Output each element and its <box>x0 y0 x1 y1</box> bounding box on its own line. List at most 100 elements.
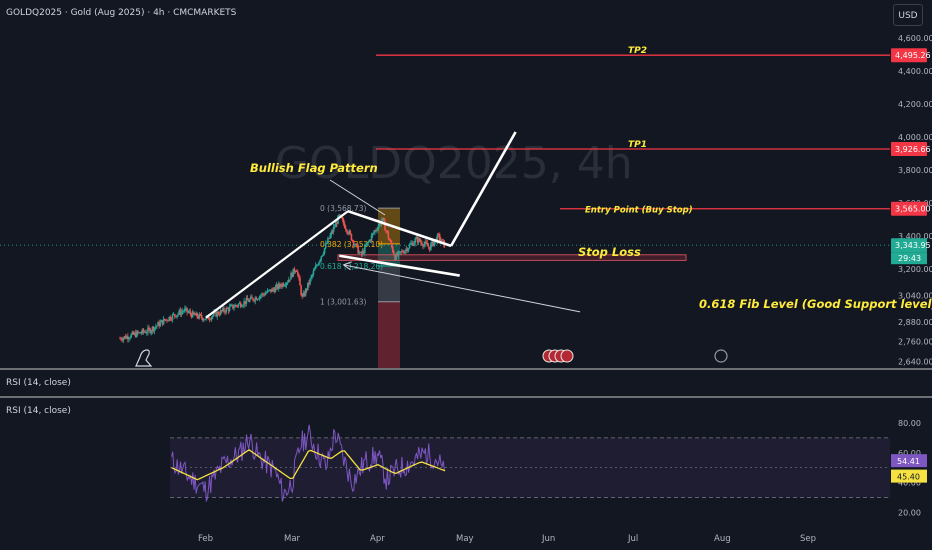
candle <box>194 313 196 316</box>
candle-body <box>359 252 362 253</box>
candle-body <box>313 268 316 271</box>
candle <box>256 298 259 302</box>
candle-body <box>352 240 355 246</box>
candle <box>275 281 278 291</box>
candle-body <box>410 242 413 244</box>
candle-body <box>272 288 274 290</box>
candle <box>348 229 350 236</box>
candle <box>328 237 330 239</box>
price-tick-label: 2,880.00 <box>898 318 932 327</box>
stop-loss-label: Stop Loss <box>578 245 641 259</box>
candle-body <box>430 244 432 251</box>
candle-body <box>186 307 188 313</box>
candle <box>150 329 153 336</box>
rsi-tick-label: 20.00 <box>898 509 921 518</box>
candle <box>370 232 373 244</box>
candle <box>128 337 130 343</box>
candle <box>233 304 235 312</box>
fib-zone-lower <box>378 301 400 368</box>
candle <box>224 310 226 316</box>
candle <box>285 282 288 289</box>
candle <box>280 283 282 289</box>
candle-body <box>265 292 268 294</box>
candle <box>245 295 248 307</box>
candle <box>387 230 390 241</box>
candle <box>119 336 121 340</box>
candle-body <box>120 338 122 340</box>
entry-label: Entry Point (Buy Stop) <box>585 206 693 216</box>
candle <box>272 287 274 292</box>
rsi-tick-label: 40.00 <box>898 479 921 488</box>
candle-body <box>378 223 381 227</box>
candle <box>160 319 163 323</box>
candle <box>283 283 286 287</box>
candle <box>260 293 262 300</box>
candle <box>299 275 301 286</box>
candle-body <box>251 296 253 299</box>
candle <box>171 313 174 323</box>
candle <box>166 318 168 324</box>
candle <box>252 297 254 302</box>
candle <box>323 247 326 256</box>
time-axis-label: May <box>456 534 474 544</box>
tradingview-logo-icon <box>135 349 153 367</box>
candle <box>244 301 247 307</box>
candle-body <box>286 282 289 284</box>
flag-pointer-line <box>329 179 386 216</box>
candle <box>298 273 300 281</box>
candle <box>132 330 135 336</box>
candle-body <box>181 311 184 313</box>
rsi-panel-label[interactable]: RSI (14, close) <box>6 406 71 416</box>
candle <box>386 230 389 234</box>
candle-body <box>122 338 125 341</box>
candle <box>360 250 363 258</box>
candle <box>427 243 430 250</box>
fib-zone-bottom <box>378 265 400 302</box>
candle <box>142 327 145 335</box>
candle-body <box>274 287 277 293</box>
rsi-collapsed-label[interactable]: RSI (14, close) <box>6 378 71 388</box>
candle-body <box>231 304 233 306</box>
candle-body <box>320 256 323 261</box>
candle-body <box>129 337 131 339</box>
countdown-label: 29:43 <box>898 254 921 263</box>
candle-body <box>213 312 215 316</box>
candle-body <box>349 230 352 234</box>
candle-body <box>358 252 361 254</box>
candle <box>403 249 405 255</box>
candle-body <box>256 299 259 300</box>
currency-button[interactable]: USD <box>893 4 923 26</box>
candle-body <box>158 322 160 327</box>
candle-body <box>245 298 248 304</box>
candle <box>371 232 374 238</box>
candle <box>303 290 306 297</box>
candle-body <box>419 241 422 243</box>
candle <box>290 270 292 280</box>
candle <box>319 259 321 264</box>
candle <box>158 319 160 329</box>
candle <box>300 284 302 297</box>
candle <box>362 248 365 255</box>
stop-loss-zone <box>337 254 687 261</box>
candle-body <box>147 327 149 333</box>
candle <box>369 239 372 244</box>
candle-body <box>415 237 418 240</box>
candle-body <box>184 308 186 312</box>
fib-arrow-line <box>343 264 581 313</box>
candle-body <box>339 214 342 216</box>
candle-body <box>386 230 389 233</box>
candle <box>433 241 435 248</box>
flag-upper-line <box>347 209 452 248</box>
candle-body <box>326 243 328 245</box>
candle <box>343 221 346 229</box>
candle-body <box>175 315 177 318</box>
candle <box>320 256 323 263</box>
candle <box>394 254 396 261</box>
candle <box>326 241 328 245</box>
candle-body <box>404 250 406 254</box>
candle <box>359 251 362 253</box>
candle <box>163 318 166 322</box>
candle-body <box>417 238 420 243</box>
candle-body <box>241 306 243 308</box>
